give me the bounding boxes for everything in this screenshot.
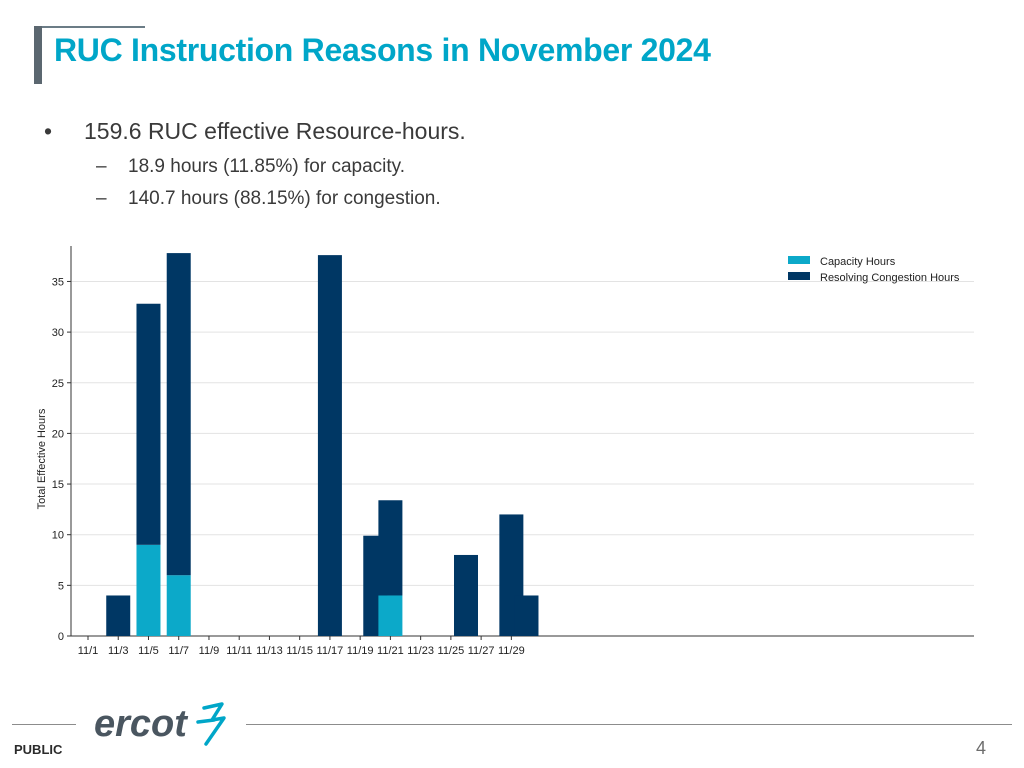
bar-capacity bbox=[136, 544, 161, 636]
bullet-sub-text: 18.9 hours (11.85%) for capacity. bbox=[128, 156, 406, 177]
y-tick-label: 25 bbox=[52, 378, 64, 390]
x-tick-label: 11/23 bbox=[407, 645, 434, 657]
y-tick-label: 10 bbox=[52, 530, 64, 542]
slide-title: RUC Instruction Reasons in November 2024 bbox=[54, 32, 711, 68]
bullet-sub-congestion: –140.7 hours (88.15%) for congestion. bbox=[96, 188, 441, 210]
x-tick-label: 11/15 bbox=[286, 645, 313, 657]
x-tick-label: 11/25 bbox=[438, 645, 465, 657]
legend-swatch bbox=[788, 256, 810, 264]
y-tick-label: 30 bbox=[52, 327, 64, 339]
ruc-bar-chart: 0 5 10 15 20 25 30 35 11/1 11/3 11/5 11/7 11/9 11/11 1… bbox=[36, 246, 974, 657]
x-tick-label: 11/17 bbox=[317, 645, 344, 657]
footer-divider-right bbox=[246, 724, 1012, 725]
bullet-main-text: 159.6 RUC effective Resource-hours. bbox=[84, 118, 466, 144]
bullet-main: • 159.6 RUC effective Resource-hours. bbox=[44, 118, 466, 145]
ercot-bolt-icon bbox=[196, 702, 226, 746]
bar-congestion bbox=[136, 303, 161, 545]
bar-capacity bbox=[378, 595, 403, 636]
legend-label: Resolving Congestion Hours bbox=[820, 272, 960, 284]
ercot-logo-text: ercot bbox=[94, 703, 188, 745]
bullet-dash: – bbox=[96, 156, 107, 177]
bar-congestion bbox=[514, 595, 539, 636]
y-tick-label: 15 bbox=[52, 479, 64, 491]
bar-congestion bbox=[106, 595, 131, 636]
legend-label: Capacity Hours bbox=[820, 256, 896, 268]
y-axis-label: Total Effective Hours bbox=[36, 408, 48, 509]
title-accent-top bbox=[34, 26, 145, 28]
footer-divider-left bbox=[12, 724, 76, 725]
x-tick-label: 11/1 bbox=[78, 645, 99, 657]
bar-congestion bbox=[454, 554, 478, 636]
bar-capacity bbox=[166, 575, 191, 636]
bar-congestion bbox=[317, 255, 342, 636]
bullet-sub-text: 140.7 hours (88.15%) for congestion. bbox=[128, 188, 441, 209]
y-tick-label: 35 bbox=[52, 276, 64, 288]
x-tick-label: 11/9 bbox=[199, 645, 220, 657]
x-tick-label: 11/29 bbox=[498, 645, 525, 657]
x-tick-label: 11/13 bbox=[256, 645, 283, 657]
bar-congestion bbox=[166, 253, 191, 576]
y-tick-label: 0 bbox=[58, 631, 64, 643]
bullet-dash: – bbox=[96, 188, 107, 209]
bullet-sub-capacity: –18.9 hours (11.85%) for capacity. bbox=[96, 156, 405, 178]
bullet-dot: • bbox=[44, 118, 53, 144]
page-number: 4 bbox=[976, 738, 987, 758]
y-tick-label: 20 bbox=[52, 428, 64, 440]
x-tick-label: 11/3 bbox=[108, 645, 129, 657]
x-tick-label: 11/11 bbox=[226, 645, 252, 657]
ercot-logo: ercot bbox=[94, 702, 226, 746]
x-tick-label: 11/19 bbox=[347, 645, 374, 657]
x-tick-label: 11/7 bbox=[168, 645, 189, 657]
bar-congestion bbox=[378, 500, 403, 596]
public-label: PUBLIC bbox=[14, 742, 63, 757]
y-tick-label: 5 bbox=[58, 580, 64, 592]
title-accent-left bbox=[34, 26, 42, 84]
x-tick-label: 11/21 bbox=[377, 645, 404, 657]
x-tick-label: 11/5 bbox=[138, 645, 159, 657]
x-tick-label: 11/27 bbox=[468, 645, 495, 657]
legend-swatch bbox=[788, 272, 810, 280]
